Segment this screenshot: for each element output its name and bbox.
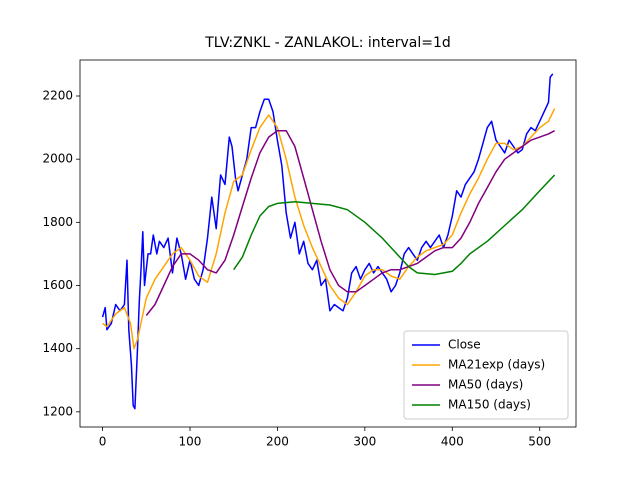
x-tick-label: 200: [266, 435, 289, 449]
x-tick-label: 500: [528, 435, 551, 449]
y-tick-label: 1600: [42, 278, 73, 292]
legend-box: [403, 330, 569, 420]
legend-label: MA21exp (days): [448, 358, 545, 372]
y-tick-label: 2200: [42, 89, 73, 103]
y-tick-label: 1400: [42, 341, 73, 355]
series-line: [145, 129, 555, 316]
y-tick-label: 1800: [42, 215, 73, 229]
legend-label: MA50 (days): [448, 378, 523, 392]
series-line: [233, 174, 556, 276]
legend-label: Close: [448, 338, 481, 352]
plot-frame: [79, 59, 577, 428]
x-tick-label: 400: [441, 435, 464, 449]
chart-title: TLV:ZNKL - ZANLAKOL: interval=1d: [204, 35, 451, 51]
series-line: [101, 73, 554, 410]
x-tick-label: 0: [99, 435, 107, 449]
series-line: [102, 108, 556, 350]
legend-label: MA150 (days): [448, 398, 531, 412]
x-tick-label: 300: [353, 435, 376, 449]
x-tick-label: 100: [179, 435, 202, 449]
y-tick-label: 1200: [42, 404, 73, 418]
y-tick-label: 2000: [42, 152, 73, 166]
